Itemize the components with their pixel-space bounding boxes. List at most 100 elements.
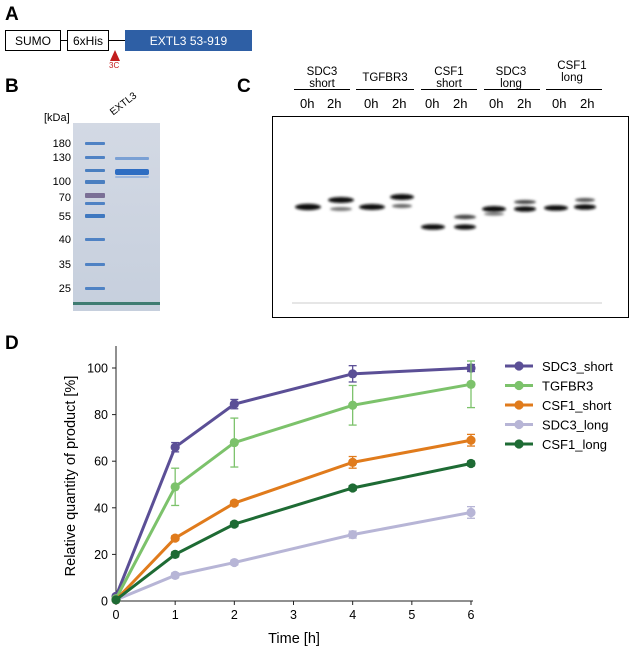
marker-label-100: 100 [52,176,71,188]
chart-y-tick-label: 20 [94,548,108,562]
time-label-1a: 0h [300,96,315,111]
protease-site-label: 3C [109,61,120,70]
time-label-2a: 0h [364,96,379,111]
marker-label-55: 55 [58,211,71,223]
kda-unit-label: [kDa] [44,112,70,124]
product-time-course-chart: Relative quantity of product [%] Time [h… [63,346,613,647]
blot-lane-1-line2: short [309,78,335,90]
his-tag-box: 6xHis [67,30,109,51]
time-label-5b: 2h [580,96,595,111]
chart-data-point [170,570,180,580]
chart-data-point [229,399,239,409]
chart-series-CSF1_long [111,458,476,605]
chart-data-point [466,379,476,389]
chart-data-point [229,437,239,448]
chart-legend-entry: SDC3_long [505,418,609,433]
gel-lane-label: EXTL3 [108,90,140,118]
chart-y-tick-label: 80 [94,408,108,422]
chart-series-line [115,510,472,602]
chart-data-point [348,369,358,379]
chart-data-point [348,457,358,467]
marker-label-130: 130 [52,152,71,164]
chart-legend-swatch-marker [514,400,524,410]
blot-lane-4-line1: SDC3 [495,66,527,78]
blot-lane-4-label: SDC3 long [482,66,540,90]
chart-data-point [348,483,358,493]
chart-data-point [348,529,358,540]
sumo-box: SUMO [5,30,61,51]
marker-label-35: 35 [58,259,71,271]
time-label-4b: 2h [517,96,532,111]
blot-lane-5-line2: long [561,72,583,84]
sds-page-gel-image [73,123,160,311]
blot-lane-2-underline [356,89,414,90]
chart-legend-label: SDC3_short [542,359,613,374]
chart-data-point [170,533,180,543]
chart-x-tick-label: 3 [290,608,297,622]
time-label-3b: 2h [453,96,468,111]
chart-data-point [111,595,121,605]
western-blot-image [272,116,629,318]
blot-lane-2-label: TGFBR3 [354,72,416,84]
blot-lane-5-underline [546,89,602,90]
chart-data-point [170,549,180,559]
chart-legend-entry: SDC3_short [505,359,613,374]
chart-series-SDC3_short [111,363,476,601]
chart-legend-label: CSF1_long [542,437,607,452]
chart-x-tick-label: 0 [113,608,120,622]
construct-linker-2 [108,40,126,41]
chart-legend-label: TGFBR3 [542,379,593,394]
chart-data-point [466,435,476,445]
extl3-box: EXTL3 53-919 [125,30,252,51]
chart-y-tick-label: 100 [87,362,108,376]
time-label-4a: 0h [489,96,504,111]
chart-y-tick-label: 40 [94,501,108,515]
chart-legend-entry: CSF1_long [505,437,607,452]
chart-x-axis-label: Time [h] [268,631,320,647]
blot-lane-1-label: SDC3 short [293,66,351,90]
marker-label-70: 70 [58,192,71,204]
chart-legend-label: SDC3_long [542,418,609,433]
chart-series-line [114,382,472,600]
chart-x-tick-label: 5 [408,608,415,622]
blot-lane-5-label: CSF1 long [544,60,600,84]
chart-data-point [466,458,476,469]
blot-lane-2-line1: TGFBR3 [362,72,408,84]
chart-data-point [170,482,180,492]
blot-lane-3-line2: short [436,78,462,90]
marker-label-40: 40 [58,234,71,246]
chart-x-tick-label: 6 [468,608,475,622]
chart-data-point [229,519,239,529]
chart-legend-entry: TGFBR3 [505,379,593,394]
blot-lane-5-line1: CSF1 [557,60,587,72]
blot-lane-4-underline [484,89,540,90]
chart-legend-entry: CSF1_short [505,398,612,413]
chart-x-tick-label: 1 [172,608,179,622]
construct-linker-1 [60,40,68,41]
chart-y-tick-label: 60 [94,455,108,469]
chart-x-tick-label: 4 [349,608,356,622]
chart-legend-swatch-marker [514,439,524,449]
time-label-2b: 2h [392,96,407,111]
chart-series-SDC3_long [111,505,476,605]
time-label-3a: 0h [425,96,440,111]
chart-legend-swatch-marker [514,380,524,391]
blot-lane-4-line2: long [500,78,522,90]
chart-legend-swatch-marker [514,361,524,371]
panel-a-label: A [5,4,19,25]
blot-lane-3-line1: CSF1 [434,66,464,78]
chart-y-tick-label: 0 [101,595,108,609]
marker-label-180: 180 [52,138,71,150]
chart-x-tick-label: 2 [231,608,238,622]
blot-lane-1-underline [294,89,350,90]
chart-legend-swatch-marker [514,419,524,430]
time-label-1b: 2h [327,96,342,111]
chart-legend-label: CSF1_short [542,398,612,413]
chart-data-point [466,507,476,518]
panel-c-label: C [237,76,251,97]
chart-y-axis-label: Relative quantity of product [%] [63,376,79,577]
blot-lane-1-line1: SDC3 [306,66,338,78]
chart-data-point [229,498,239,508]
blot-lane-3-label: CSF1 short [420,66,478,90]
panel-d-label: D [5,333,19,354]
